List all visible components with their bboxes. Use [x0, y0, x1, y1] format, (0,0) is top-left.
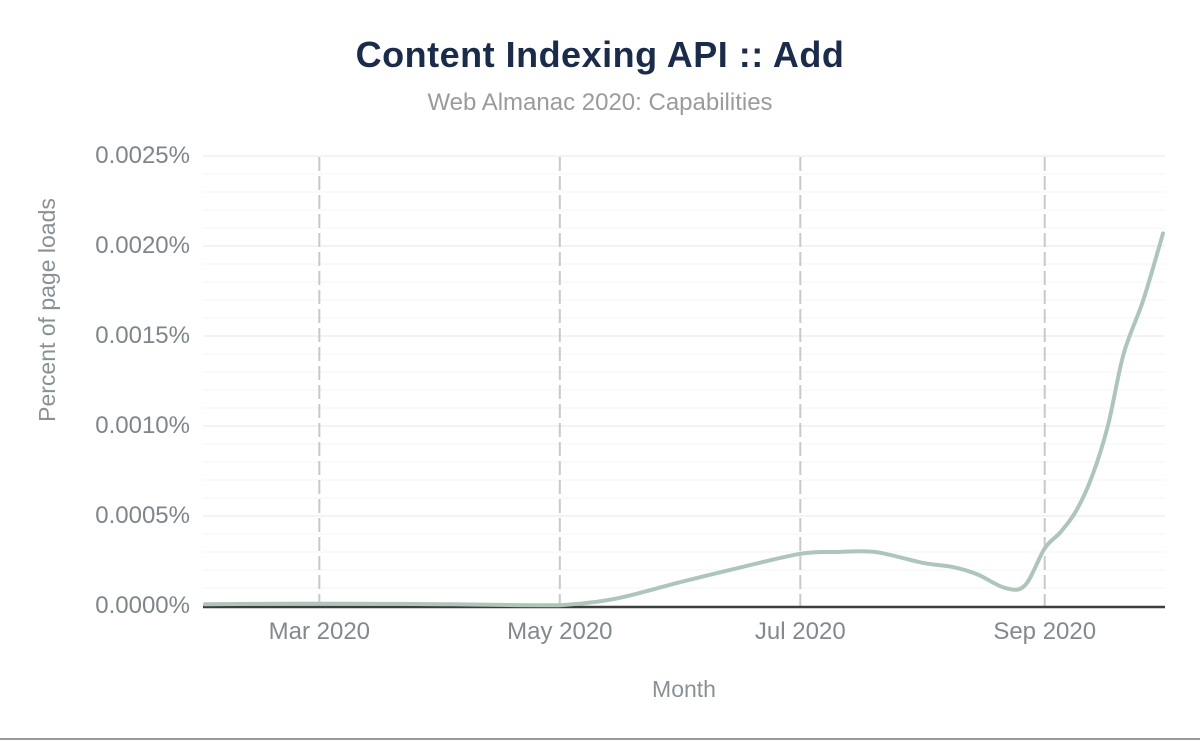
x-tick-label: May 2020: [507, 618, 613, 645]
x-axis-title: Month: [652, 676, 716, 702]
y-tick-label: 0.0015%: [95, 322, 190, 349]
page-bottom-border: [0, 738, 1200, 740]
y-tick-label: 0.0020%: [95, 232, 190, 259]
y-tick-label: 0.0010%: [95, 412, 190, 439]
chart-subtitle: Web Almanac 2020: Capabilities: [427, 89, 773, 116]
x-tick-label: Jul 2020: [754, 618, 846, 645]
y-tick-label: 0.0000%: [95, 592, 190, 619]
series-line: [203, 231, 1165, 608]
y-tick-label: 0.0025%: [95, 142, 190, 169]
x-tick-label: Mar 2020: [268, 618, 371, 645]
chart-title: Content Indexing API :: Add: [355, 34, 845, 75]
y-tick-label: 0.0005%: [95, 502, 190, 529]
y-axis-title: Percent of page loads: [34, 198, 60, 422]
x-tick-label: Sep 2020: [993, 618, 1097, 645]
